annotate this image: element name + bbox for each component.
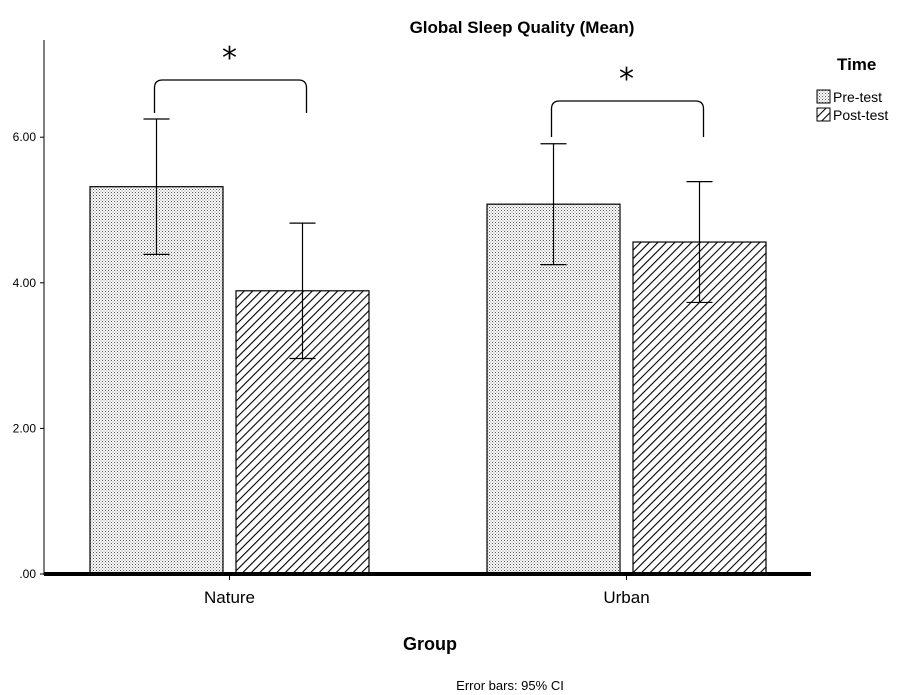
legend-title: Time: [837, 55, 876, 74]
error-bar-nature-pre-test: [143, 118, 170, 256]
y-tick-label: .00: [19, 567, 36, 581]
y-tick-label: 2.00: [13, 421, 37, 435]
y-tick-label: 4.00: [13, 276, 37, 290]
legend: Time Pre-test Post-test: [816, 55, 888, 123]
significance-star-urban: *: [619, 62, 634, 97]
legend-swatch-pre-test: [816, 89, 831, 104]
significance-bracket-nature: [153, 79, 308, 113]
error-bar-urban-post-test: [686, 181, 713, 304]
error-bar-urban-pre-test: [540, 143, 567, 266]
x-tick-label-urban: Urban: [603, 588, 649, 607]
x-tick-label-nature: Nature: [204, 588, 255, 607]
bar-nature-post-test: [235, 290, 370, 575]
x-axis-title: Group: [403, 634, 457, 654]
legend-swatch-post-test: [816, 107, 831, 122]
significance-star-nature: *: [222, 41, 237, 76]
significance-bracket-urban: [550, 100, 705, 137]
footnote: Error bars: 95% CI: [456, 678, 564, 693]
error-bar-nature-post-test: [289, 222, 316, 360]
legend-label-pre-test: Pre-test: [833, 89, 882, 105]
legend-label-post-test: Post-test: [833, 107, 888, 123]
y-tick-label: 6.00: [13, 130, 37, 144]
chart-title: Global Sleep Quality (Mean): [410, 18, 635, 37]
